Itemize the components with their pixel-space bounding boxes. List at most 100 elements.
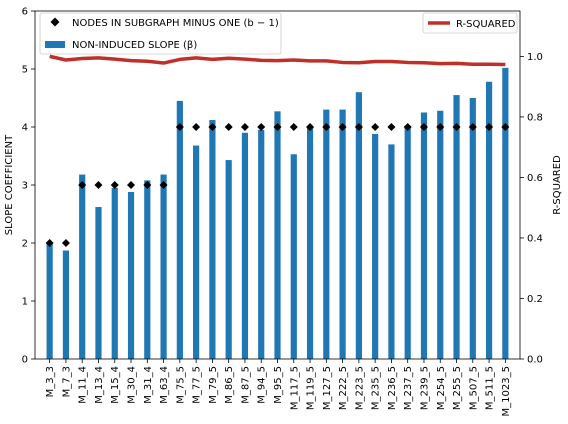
bar-M_87_5 bbox=[241, 132, 249, 359]
node-marker-M_1023_5 bbox=[501, 123, 510, 131]
r-squared-series bbox=[49, 54, 506, 67]
left-tick-label: 0 bbox=[22, 355, 28, 366]
bar-M_255_5 bbox=[453, 95, 460, 359]
bar-M_223_5 bbox=[355, 92, 362, 359]
node-marker-M_255_5 bbox=[452, 123, 461, 131]
left-tick-label: 3 bbox=[22, 181, 28, 192]
bar-M_237_5 bbox=[404, 125, 411, 359]
left-tick-label: 1 bbox=[22, 297, 28, 308]
node-marker-M_119_5 bbox=[306, 123, 315, 131]
node-marker-M_236_5 bbox=[387, 123, 396, 131]
bar-M_507_5 bbox=[469, 98, 476, 359]
bar-M_236_5 bbox=[388, 144, 395, 359]
node-marker-M_95_5 bbox=[273, 123, 282, 131]
x-tick-label: M_63_4 bbox=[159, 366, 170, 404]
node-marker-M_7_3 bbox=[61, 239, 70, 247]
node-marker-M_11_4 bbox=[78, 181, 87, 189]
bar-M_75_5 bbox=[176, 100, 183, 360]
x-tick-label: M_511_5 bbox=[485, 366, 496, 410]
legend-r-squared-label: R-SQUARED bbox=[456, 19, 516, 30]
x-tick-label: M_7_3 bbox=[61, 366, 72, 397]
bar-M_11_4 bbox=[79, 174, 86, 359]
x-tick-label: M_13_4 bbox=[94, 366, 105, 404]
left-tick-label: 6 bbox=[22, 7, 28, 18]
legend-left: NODES IN SUBGRAPH MINUS ONE (b − 1) NON-… bbox=[39, 12, 282, 55]
x-tick-label: M_79_5 bbox=[208, 366, 219, 404]
bar-M_79_5 bbox=[209, 120, 216, 359]
node-marker-M_94_5 bbox=[257, 123, 266, 131]
x-tick-label: M_94_5 bbox=[257, 366, 268, 404]
bar-M_15_4 bbox=[111, 187, 118, 359]
right-tick-label: 0.0 bbox=[527, 355, 543, 366]
node-marker-M_87_5 bbox=[240, 123, 249, 131]
x-tick-label: M_236_5 bbox=[387, 366, 398, 410]
node-marker-M_254_5 bbox=[436, 123, 445, 131]
bar-M_117_5 bbox=[290, 154, 297, 359]
node-marker-M_507_5 bbox=[468, 123, 477, 131]
bar-M_239_5 bbox=[420, 112, 428, 359]
legend-right: R-SQUARED bbox=[422, 12, 518, 34]
bar-M_235_5 bbox=[372, 133, 379, 359]
x-tick-label: M_1023_5 bbox=[501, 366, 512, 416]
x-tick-label: M_507_5 bbox=[468, 366, 479, 410]
node-marker-M_239_5 bbox=[419, 123, 428, 131]
x-tick-label: M_255_5 bbox=[452, 366, 463, 410]
bar-M_3_3 bbox=[46, 243, 53, 359]
node-marker-M_222_5 bbox=[338, 123, 347, 131]
legend-bar-swatch bbox=[45, 41, 65, 48]
x-tick-label: M_95_5 bbox=[273, 366, 284, 404]
legend-left-box bbox=[39, 12, 282, 55]
x-tick-label: M_87_5 bbox=[240, 366, 251, 404]
bar-M_95_5 bbox=[274, 111, 281, 359]
legend-nodes-label: NODES IN SUBGRAPH MINUS ONE (b − 1) bbox=[72, 18, 279, 29]
left-tick-label: 2 bbox=[22, 239, 28, 250]
node-marker-M_13_4 bbox=[94, 181, 103, 189]
r-squared-line bbox=[49, 54, 506, 67]
node-marker-M_117_5 bbox=[289, 123, 298, 131]
bar-M_127_5 bbox=[323, 109, 330, 359]
node-marker-M_63_4 bbox=[159, 181, 168, 189]
bar-M_77_5 bbox=[193, 145, 200, 359]
right-tick-label: 0.6 bbox=[527, 173, 543, 184]
bar-M_1023_5 bbox=[502, 67, 509, 359]
x-tick-label: M_31_4 bbox=[143, 366, 154, 404]
x-tick-label: M_11_4 bbox=[78, 366, 89, 404]
x-tick-label: M_117_5 bbox=[289, 366, 300, 410]
x-tick-label: M_75_5 bbox=[175, 366, 186, 404]
legend-slope-label: NON-INDUCED SLOPE (β) bbox=[72, 40, 197, 51]
x-tick-label: M_237_5 bbox=[403, 366, 414, 410]
node-marker-M_511_5 bbox=[485, 123, 494, 131]
right-tick-label: 0.4 bbox=[527, 233, 543, 244]
x-axis: M_3_3 M_7_3 M_11_4 M_13_4 M_15_4 M_30_4 M_31_4… bbox=[45, 359, 512, 416]
x-tick-label: M_254_5 bbox=[436, 366, 447, 410]
node-marker-M_31_4 bbox=[143, 181, 152, 189]
node-marker-M_3_3 bbox=[45, 239, 54, 247]
x-tick-label: M_77_5 bbox=[192, 366, 203, 404]
x-tick-label: M_223_5 bbox=[354, 366, 365, 410]
bar-M_119_5 bbox=[306, 127, 314, 359]
bar-M_254_5 bbox=[437, 110, 444, 359]
bar-M_13_4 bbox=[95, 207, 102, 359]
x-tick-label: M_30_4 bbox=[127, 366, 138, 404]
node-marker-M_79_5 bbox=[208, 123, 217, 131]
bar-M_511_5 bbox=[485, 81, 493, 359]
node-marker-M_30_4 bbox=[127, 181, 136, 189]
x-tick-label: M_86_5 bbox=[224, 366, 235, 404]
left-tick-label: 4 bbox=[22, 123, 28, 134]
node-marker-M_15_4 bbox=[110, 181, 119, 189]
bar-M_7_3 bbox=[62, 250, 70, 359]
node-marker-M_235_5 bbox=[371, 123, 380, 131]
bar-series bbox=[46, 67, 509, 360]
x-tick-label: M_222_5 bbox=[338, 366, 349, 410]
node-marker-M_77_5 bbox=[192, 123, 201, 131]
left-axis-title: SLOPE COEFFICIENT bbox=[4, 134, 15, 235]
x-tick-label: M_3_3 bbox=[45, 366, 56, 397]
node-marker-M_127_5 bbox=[322, 123, 331, 131]
bar-M_222_5 bbox=[339, 109, 346, 359]
nodes-marker-series bbox=[45, 123, 510, 247]
x-tick-label: M_127_5 bbox=[322, 366, 333, 410]
node-marker-M_86_5 bbox=[224, 123, 233, 131]
bar-M_94_5 bbox=[258, 129, 265, 359]
right-axis-title: R-SQUARED bbox=[552, 155, 563, 215]
bar-M_30_4 bbox=[127, 191, 135, 359]
